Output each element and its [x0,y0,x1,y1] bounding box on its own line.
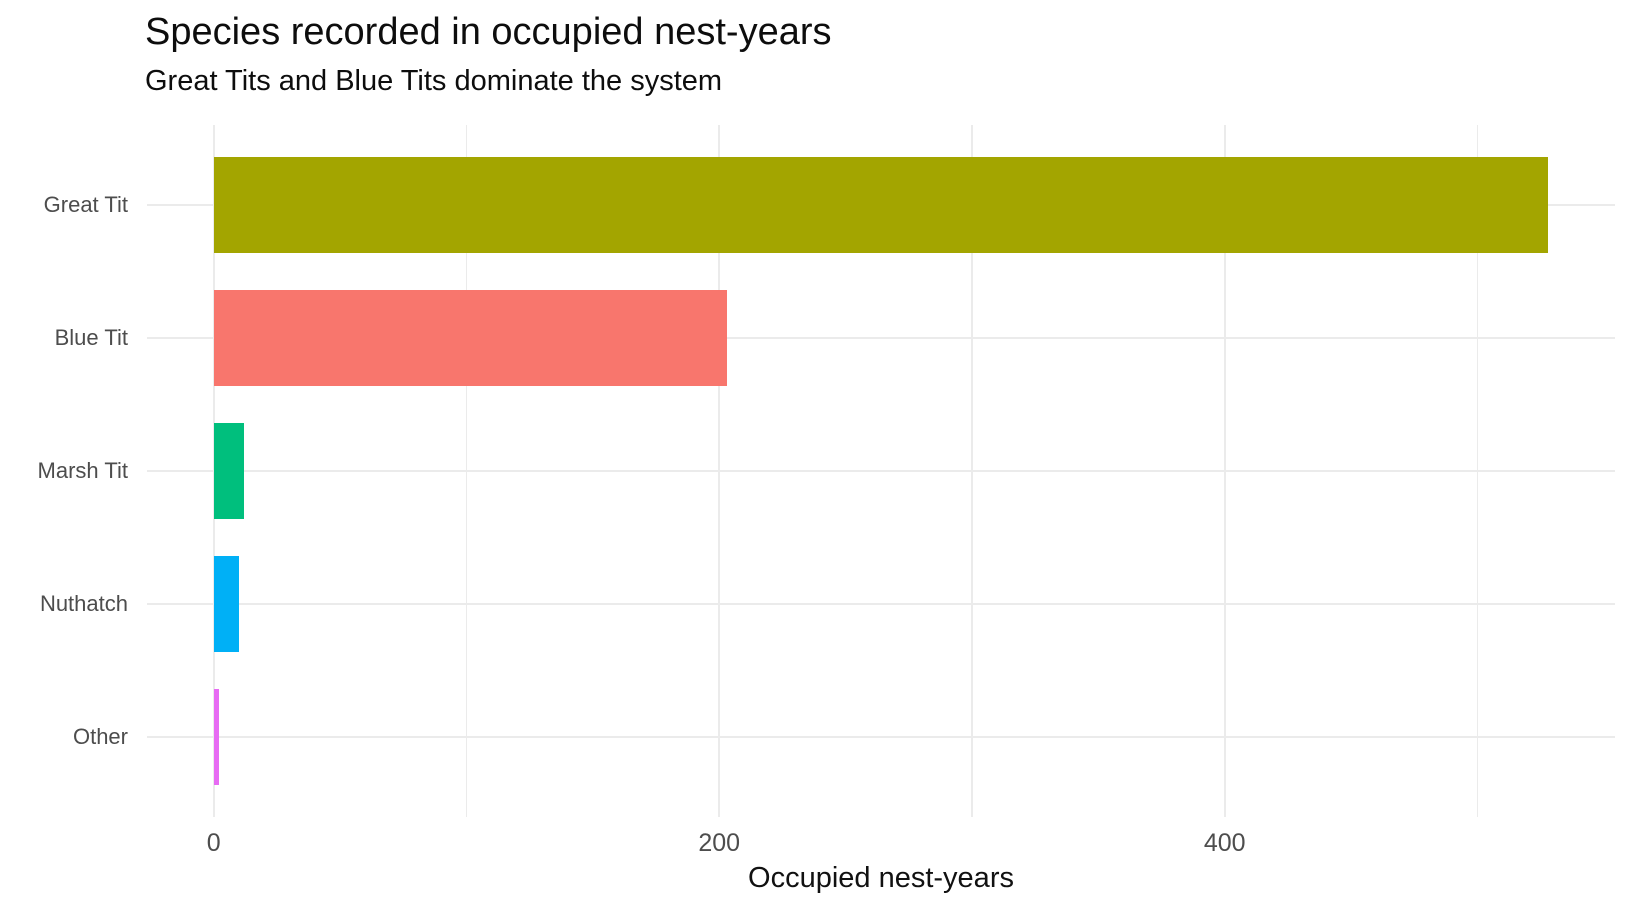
gridline-row-nuthatch [147,602,1615,606]
y-tick-label-other: Other [72,724,128,750]
x-tick-label-200: 200 [698,829,741,857]
chart-title: Species recorded in occupied nest-years [145,11,832,53]
gridline-row-other [147,736,1615,739]
gridline-major-0 [212,125,215,817]
gridline-minor-300 [971,125,973,817]
bar-other [213,689,219,786]
plot-panel [147,125,1615,817]
gridline-row-blue-tit [147,336,1615,339]
x-axis-title: Occupied nest-years [748,862,1014,894]
gridline-major-400 [1223,125,1226,817]
gridline-major-200 [718,125,721,817]
bar-blue-tit [213,289,727,386]
bar-nuthatch [213,556,239,653]
chart-subtitle: Great Tits and Blue Tits dominate the sy… [145,65,723,97]
x-tick-label-0: 0 [206,829,221,857]
y-tick-label-blue-tit: Blue Tit [54,324,128,350]
bar-great-tit [213,156,1549,253]
x-axis-labels: 0 200 400 [147,829,1615,859]
y-tick-label-great-tit: Great Tit [43,191,128,217]
x-tick-label-400: 400 [1203,829,1246,857]
gridline-row-marsh-tit [147,469,1615,473]
gridline-minor-500 [1476,125,1479,817]
gridline-minor-100 [465,125,468,817]
y-tick-label-marsh-tit: Marsh Tit [37,458,128,483]
bar-marsh-tit [213,422,245,520]
y-axis-labels: Great Tit Blue Tit Marsh Tit Nuthatch Other [0,125,128,817]
y-tick-label-nuthatch: Nuthatch [39,591,128,617]
